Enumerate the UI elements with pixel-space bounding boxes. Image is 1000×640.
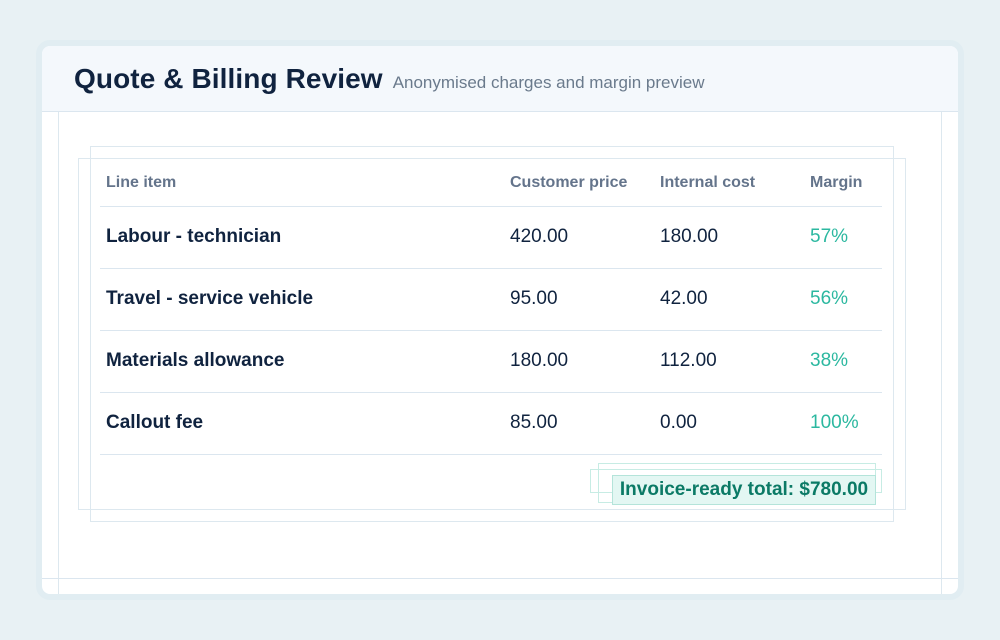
internal-cost-cell: 180.00 (654, 206, 804, 269)
customer-price-cell: 180.00 (504, 330, 654, 393)
internal-cost-cell: 42.00 (654, 268, 804, 331)
table-row: Travel - service vehicle 95.00 42.00 56% (100, 268, 882, 331)
billing-review-window: Quote & Billing Review Anonymised charge… (36, 40, 964, 600)
customer-price-cell: 85.00 (504, 392, 654, 455)
margin-cell: 57% (804, 206, 882, 269)
margin-cell: 100% (804, 392, 882, 455)
column-header-margin: Margin (804, 160, 882, 207)
internal-cost-cell: 112.00 (654, 330, 804, 393)
invoice-total-badge: Invoice-ready total: $780.00 (612, 474, 876, 505)
table-row: Callout fee 85.00 0.00 100% (100, 392, 882, 455)
column-header-line-item: Line item (100, 160, 504, 207)
line-item-name: Labour - technician (100, 206, 504, 269)
customer-price-cell: 420.00 (504, 206, 654, 269)
page-title: Quote & Billing Review (74, 63, 383, 94)
line-item-name: Materials allowance (100, 330, 504, 393)
footer-divider (42, 578, 958, 579)
invoice-total-label: Invoice-ready total: $780.00 (619, 478, 869, 500)
charges-table: Line item Customer price Internal cost M… (100, 160, 882, 455)
line-item-name: Travel - service vehicle (100, 268, 504, 331)
line-item-name: Callout fee (100, 392, 504, 455)
page-subtitle: Anonymised charges and margin preview (392, 73, 705, 92)
internal-cost-cell: 0.00 (654, 392, 804, 455)
page-header: Quote & Billing Review Anonymised charge… (42, 46, 958, 112)
column-header-internal-cost: Internal cost (654, 160, 804, 207)
charges-table-container: Line item Customer price Internal cost M… (100, 160, 906, 517)
column-header-customer-price: Customer price (504, 160, 654, 207)
margin-cell: 56% (804, 268, 882, 331)
margin-cell: 38% (804, 330, 882, 393)
total-row: Invoice-ready total: $780.00 (100, 455, 882, 517)
table-row: Materials allowance 180.00 112.00 38% (100, 330, 882, 393)
table-row: Labour - technician 420.00 180.00 57% (100, 206, 882, 269)
table-header-row: Line item Customer price Internal cost M… (100, 160, 882, 207)
customer-price-cell: 95.00 (504, 268, 654, 331)
